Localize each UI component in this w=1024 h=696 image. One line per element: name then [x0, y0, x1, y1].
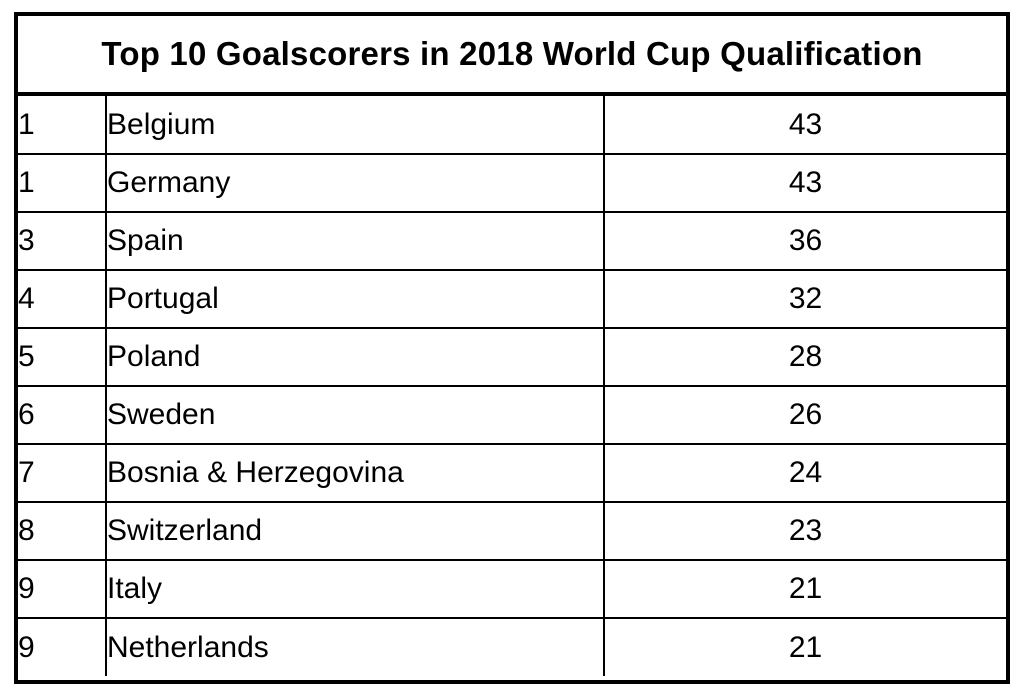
table-title: Top 10 Goalscorers in 2018 World Cup Qua…: [18, 16, 1006, 96]
table-row: 1 Belgium 43: [18, 96, 1006, 155]
table-row: 9 Netherlands 21: [18, 618, 1006, 676]
team-cell: Sweden: [106, 386, 605, 445]
team-cell: Italy: [106, 560, 605, 619]
goals-cell: 43: [604, 154, 1006, 213]
team-cell: Netherlands: [106, 618, 605, 676]
rank-cell: 4: [18, 270, 107, 329]
team-cell: Portugal: [106, 270, 605, 329]
rank-cell: 9: [18, 618, 107, 676]
rank-cell: 6: [18, 386, 107, 445]
goals-cell: 23: [604, 502, 1006, 561]
goals-cell: 21: [604, 560, 1006, 619]
rank-cell: 9: [18, 560, 107, 619]
goals-cell: 32: [604, 270, 1006, 329]
rank-cell: 1: [18, 96, 107, 155]
table-body: 1 Belgium 43 1 Germany 43 3 Spain 36 4 Portugal 32 5…: [18, 96, 1006, 676]
table-row: 7 Bosnia & Herzegovina 24: [18, 444, 1006, 503]
table-row: 3 Spain 36: [18, 212, 1006, 271]
goals-cell: 24: [604, 444, 1006, 503]
rank-cell: 5: [18, 328, 107, 387]
table-row: 9 Italy 21: [18, 560, 1006, 619]
goalscorers-table: Top 10 Goalscorers in 2018 World Cup Qua…: [14, 12, 1010, 684]
table-row: 1 Germany 43: [18, 154, 1006, 213]
goals-cell: 21: [788, 630, 823, 664]
table-row: 5 Poland 28: [18, 328, 1006, 387]
goals-cell: 28: [604, 328, 1006, 387]
goals-cell: 26: [604, 386, 1006, 445]
team-cell: Bosnia & Herzegovina: [106, 444, 605, 503]
table-row: 4 Portugal 32: [18, 270, 1006, 329]
team-cell: Belgium: [106, 96, 605, 155]
table-row: 6 Sweden 26: [18, 386, 1006, 445]
rank-cell: 7: [18, 444, 107, 503]
rank-cell: 8: [18, 502, 107, 561]
goals-cell: 43: [604, 96, 1006, 155]
team-cell: Germany: [106, 154, 605, 213]
team-cell: Poland: [106, 328, 605, 387]
rank-cell: 1: [18, 154, 107, 213]
team-cell: Spain: [106, 212, 605, 271]
table-rows: 1 Belgium 43 1 Germany 43 3 Spain 36 4 Portugal 32 5…: [18, 96, 1006, 676]
team-cell: Switzerland: [106, 502, 605, 561]
rank-cell: 3: [18, 212, 107, 271]
goals-cell: 36: [604, 212, 1006, 271]
table-row: 8 Switzerland 23: [18, 502, 1006, 561]
